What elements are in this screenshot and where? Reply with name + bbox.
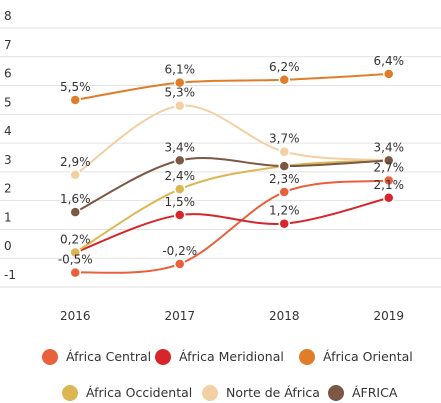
data-label: -0,2% [162, 244, 197, 258]
y-tick-label: -1 [4, 268, 16, 282]
legend-label: Norte de África [226, 385, 320, 400]
data-label: 3,4% [374, 140, 405, 154]
legend-marker [155, 349, 171, 365]
data-label: 6,4% [374, 54, 405, 68]
point [174, 209, 186, 221]
data-label: 2,3% [269, 172, 300, 186]
point [383, 154, 395, 167]
point [174, 99, 186, 112]
data-label: 0,2% [60, 232, 91, 246]
point [174, 154, 186, 167]
y-tick-label: 4 [4, 124, 12, 138]
y-tick-label: 1 [4, 210, 12, 224]
point [278, 217, 290, 230]
data-label: -0,5% [58, 253, 93, 267]
legend-marker [299, 349, 315, 365]
data-label: 1,5% [165, 195, 196, 209]
legend-marker [42, 349, 58, 365]
series-line [75, 179, 389, 274]
y-tick-label: 2 [4, 182, 12, 196]
series-line [74, 196, 389, 254]
x-tick-label: 2019 [373, 309, 404, 323]
point [174, 258, 186, 270]
y-tick-label: 3 [4, 153, 12, 167]
point [278, 160, 290, 172]
point [383, 174, 395, 187]
x-tick-label: 2016 [60, 309, 91, 323]
point [278, 74, 290, 86]
y-tick-label: 6 [4, 67, 12, 81]
legend-marker [328, 385, 344, 401]
legend-label: África Central [66, 349, 151, 364]
legend-marker [202, 385, 218, 401]
point [69, 206, 81, 218]
data-label: 1,6% [60, 192, 91, 206]
point [174, 183, 186, 195]
point [69, 246, 81, 259]
data-label: 1,2% [269, 204, 300, 218]
point [383, 68, 395, 80]
point [278, 145, 290, 158]
point [69, 169, 81, 181]
point [69, 266, 81, 279]
y-tick-label: 0 [4, 239, 12, 253]
x-tick-label: 2017 [164, 309, 195, 323]
legend-label: África Oriental [323, 349, 413, 364]
data-label: 5,3% [165, 86, 196, 100]
data-label: 2,7% [374, 161, 405, 175]
y-tick-label: 7 [4, 38, 12, 52]
data-label: 5,5% [60, 80, 91, 94]
data-label: 2,9% [60, 155, 91, 169]
x-tick-label: 2018 [269, 309, 300, 323]
legend-label: África Meridional [179, 349, 284, 364]
legend-label: ÁFRICA [352, 385, 398, 400]
point [174, 76, 186, 89]
legend-marker [62, 385, 78, 401]
series-line [75, 73, 389, 101]
y-tick-label: 8 [4, 9, 12, 23]
point [383, 192, 395, 204]
series-line [74, 157, 389, 214]
legend-label: África Occidental [86, 385, 192, 400]
point [278, 186, 290, 198]
data-label: 2,1% [374, 178, 405, 192]
data-label: 3,7% [269, 132, 300, 146]
series-line [74, 159, 389, 254]
data-label: 3,4% [165, 140, 196, 154]
data-label: 6,1% [165, 63, 196, 77]
data-label: 2,4% [165, 169, 196, 183]
point [69, 94, 81, 106]
legend: África Central África Meridional África Or… [42, 349, 413, 401]
series-line [74, 104, 389, 176]
y-tick-label: 5 [4, 95, 12, 109]
data-label: 6,2% [269, 60, 300, 74]
